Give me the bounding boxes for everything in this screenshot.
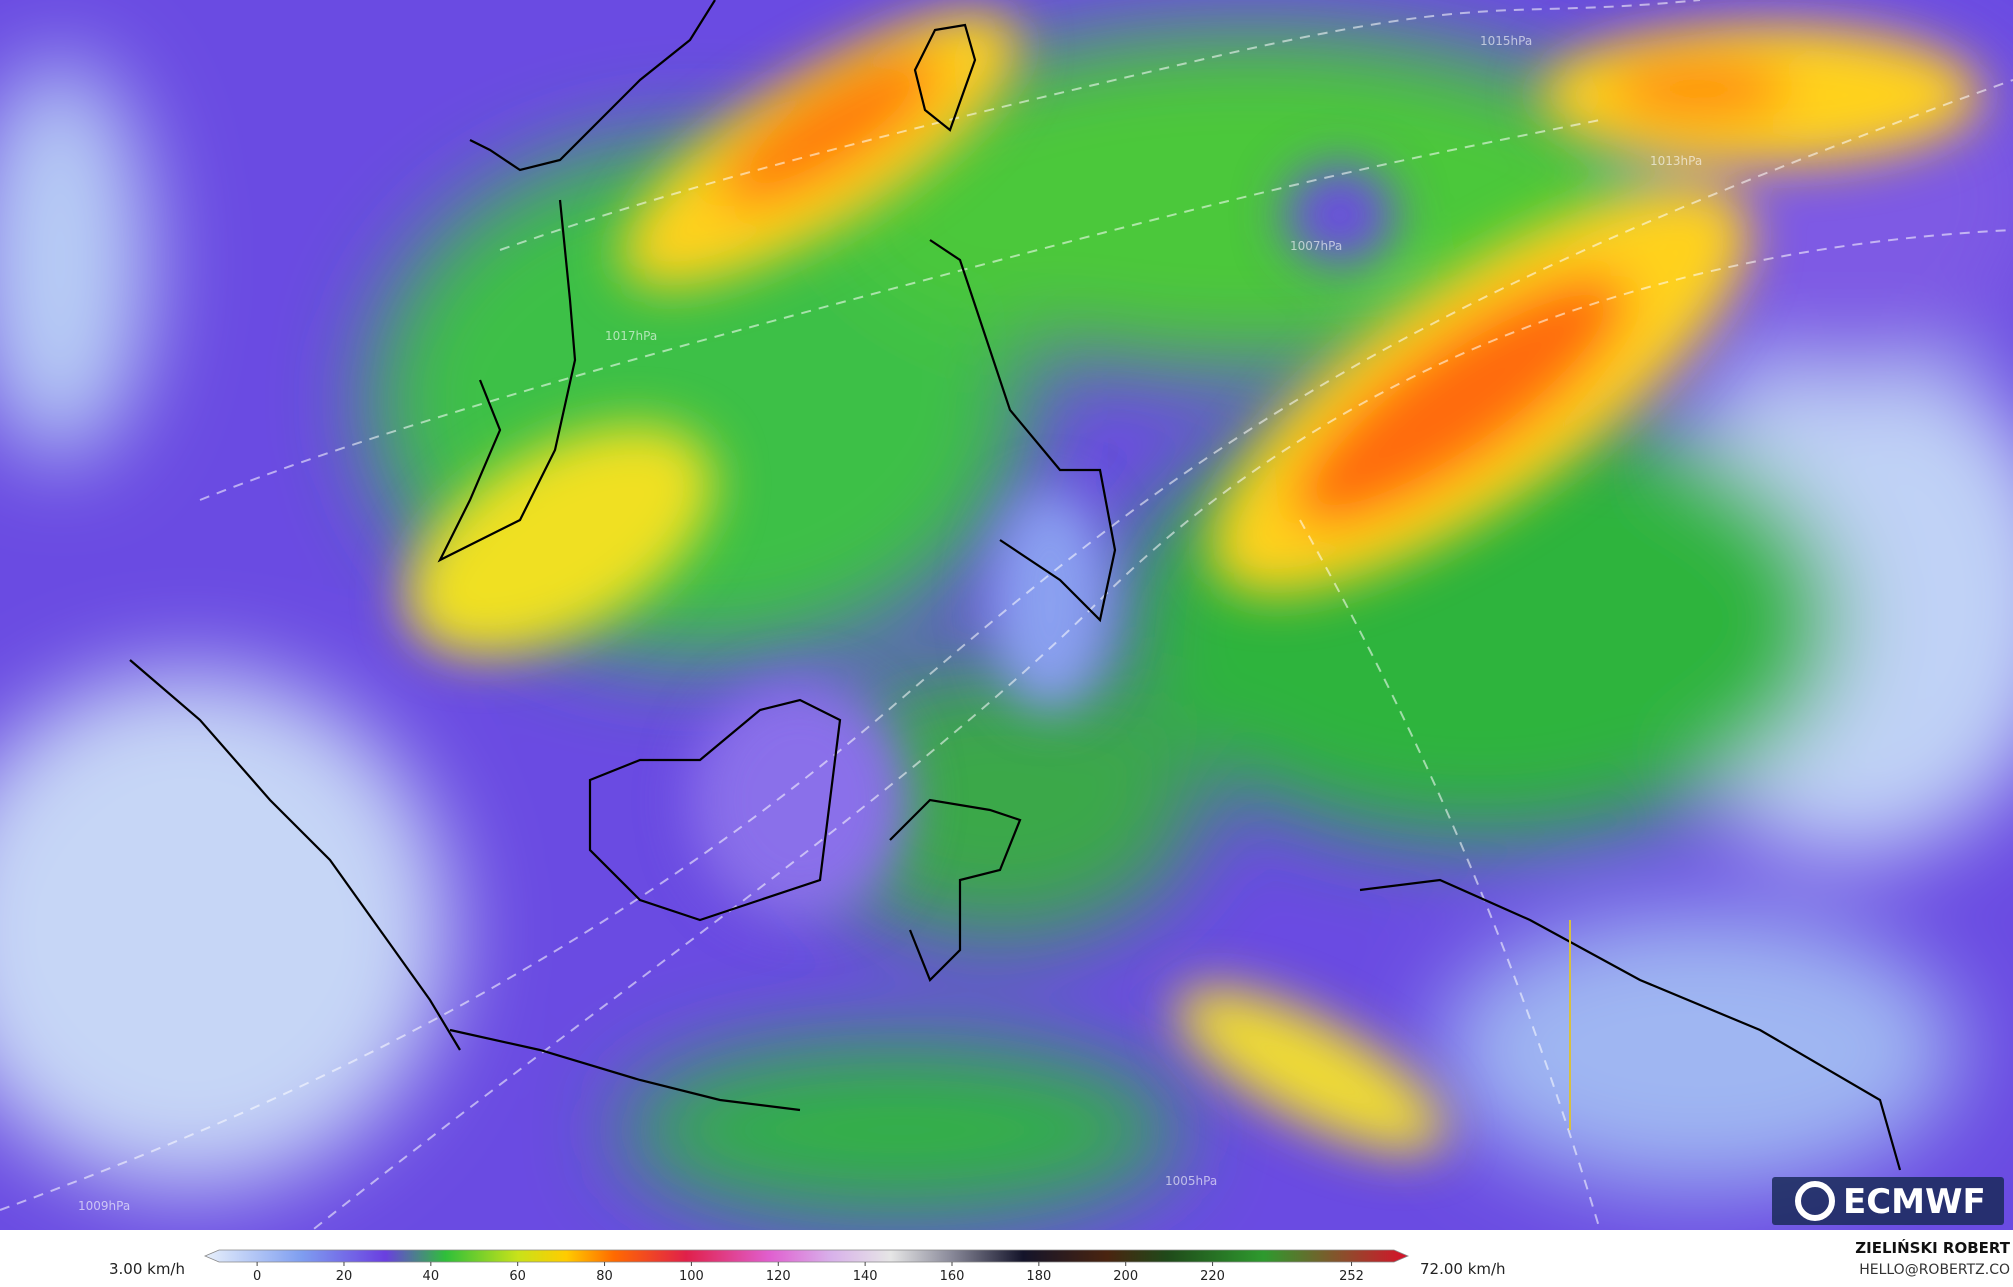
colorbar-tick-label: 160 [940,1269,965,1284]
logo-icon [1795,1181,1835,1221]
wind-field [0,0,2013,1230]
colorbar: 0 20 40 60 80 100 120 140 160 180 200 220 252 [203,1249,1410,1284]
colorbar-tick-label: 220 [1200,1269,1225,1284]
colorbar-tick-label: 252 [1339,1269,1364,1284]
isobar-label: 1017hPa [605,329,657,343]
colorbar-tick-label: 100 [679,1269,704,1284]
colorbar-min-label: 3.00 km/h [109,1260,185,1278]
colorbar-bar [203,1249,1410,1263]
isobar-labels: 1015hPa 1013hPa 1017hPa 1009hPa 1005hPa … [78,34,1702,1213]
colorbar-tick-label: 80 [596,1269,613,1284]
credit-name: ZIELIŃSKI ROBERT [1855,1238,2010,1257]
colorbar-tick-label: 40 [423,1269,440,1284]
isobar-label: 1009hPa [78,1199,130,1213]
logo: ECMWF [1772,1177,2004,1225]
colorbar-tick-label: 60 [509,1269,526,1284]
isobar-label: 1013hPa [1650,154,1702,168]
colorbar-tick-label: 20 [336,1269,353,1284]
colorbar-tick-label: 0 [253,1269,261,1284]
colorbar-tick-label: 140 [853,1269,878,1284]
isobar-label: 1007hPa [1290,239,1342,253]
colorbar-max-label: 72.00 km/h [1420,1260,1506,1278]
colorbar-tick-label: 180 [1026,1269,1051,1284]
credit-email: HELLO@ROBERTZ.CO [1859,1262,2010,1278]
isobar-label: 1015hPa [1480,34,1532,48]
isobar-label: 1005hPa [1165,1174,1217,1188]
colorbar-tick-label: 200 [1113,1269,1138,1284]
logo-text: ECMWF [1843,1182,1986,1222]
colorbar-tick-label: 120 [766,1269,791,1284]
